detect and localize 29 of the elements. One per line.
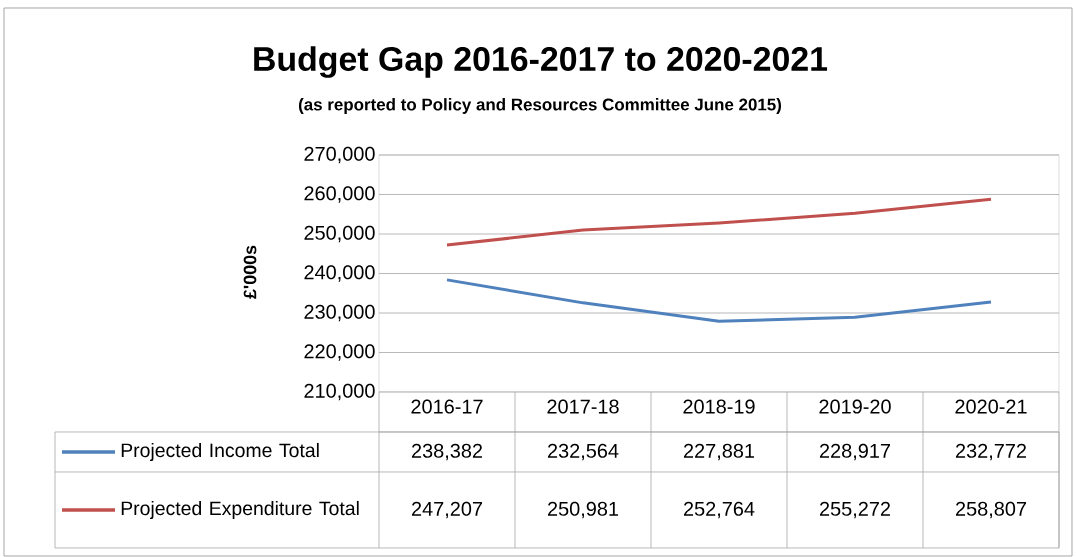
- data-label: 258,807: [955, 501, 1026, 519]
- data-label: 232,564: [547, 443, 619, 461]
- data-label: 238,382: [411, 443, 482, 461]
- y-tick-label: 260,000: [304, 186, 375, 203]
- chart-subtitle: (as reported to Policy and Resources Committee June 2015): [298, 98, 782, 114]
- data-label: 255,272: [819, 501, 890, 519]
- line-series: [445, 278, 993, 323]
- line-series: [445, 197, 993, 247]
- chart-title: Budget Gap 2016-2017 to 2020-2021: [254, 46, 828, 78]
- x-tick-label: 2017-18: [547, 399, 619, 414]
- data-label: 250,981: [547, 501, 619, 519]
- x-tick-label: 2016-17: [411, 399, 483, 414]
- y-tick-label: 210,000: [304, 383, 375, 401]
- legend-label: Projected Income Total: [121, 442, 319, 462]
- y-axis-title: £'000s: [243, 245, 257, 299]
- legend-label: Projected Expenditure Total: [121, 500, 359, 520]
- x-tick-label: 2020-21: [955, 399, 1027, 414]
- y-tick-label: 240,000: [304, 265, 375, 282]
- y-tick-label: 220,000: [304, 344, 375, 361]
- data-label: 232,772: [955, 443, 1026, 461]
- y-tick-label: 270,000: [304, 146, 375, 164]
- x-tick-label: 2018-19: [683, 399, 755, 414]
- y-tick-label: 250,000: [304, 225, 375, 243]
- data-label: 227,881: [683, 443, 755, 461]
- y-tick-label: 230,000: [304, 304, 375, 322]
- data-label: 228,917: [819, 443, 890, 461]
- x-tick-label: 2019-20: [819, 399, 891, 414]
- data-label: 252,764: [683, 501, 755, 519]
- data-label: 247,207: [411, 501, 482, 519]
